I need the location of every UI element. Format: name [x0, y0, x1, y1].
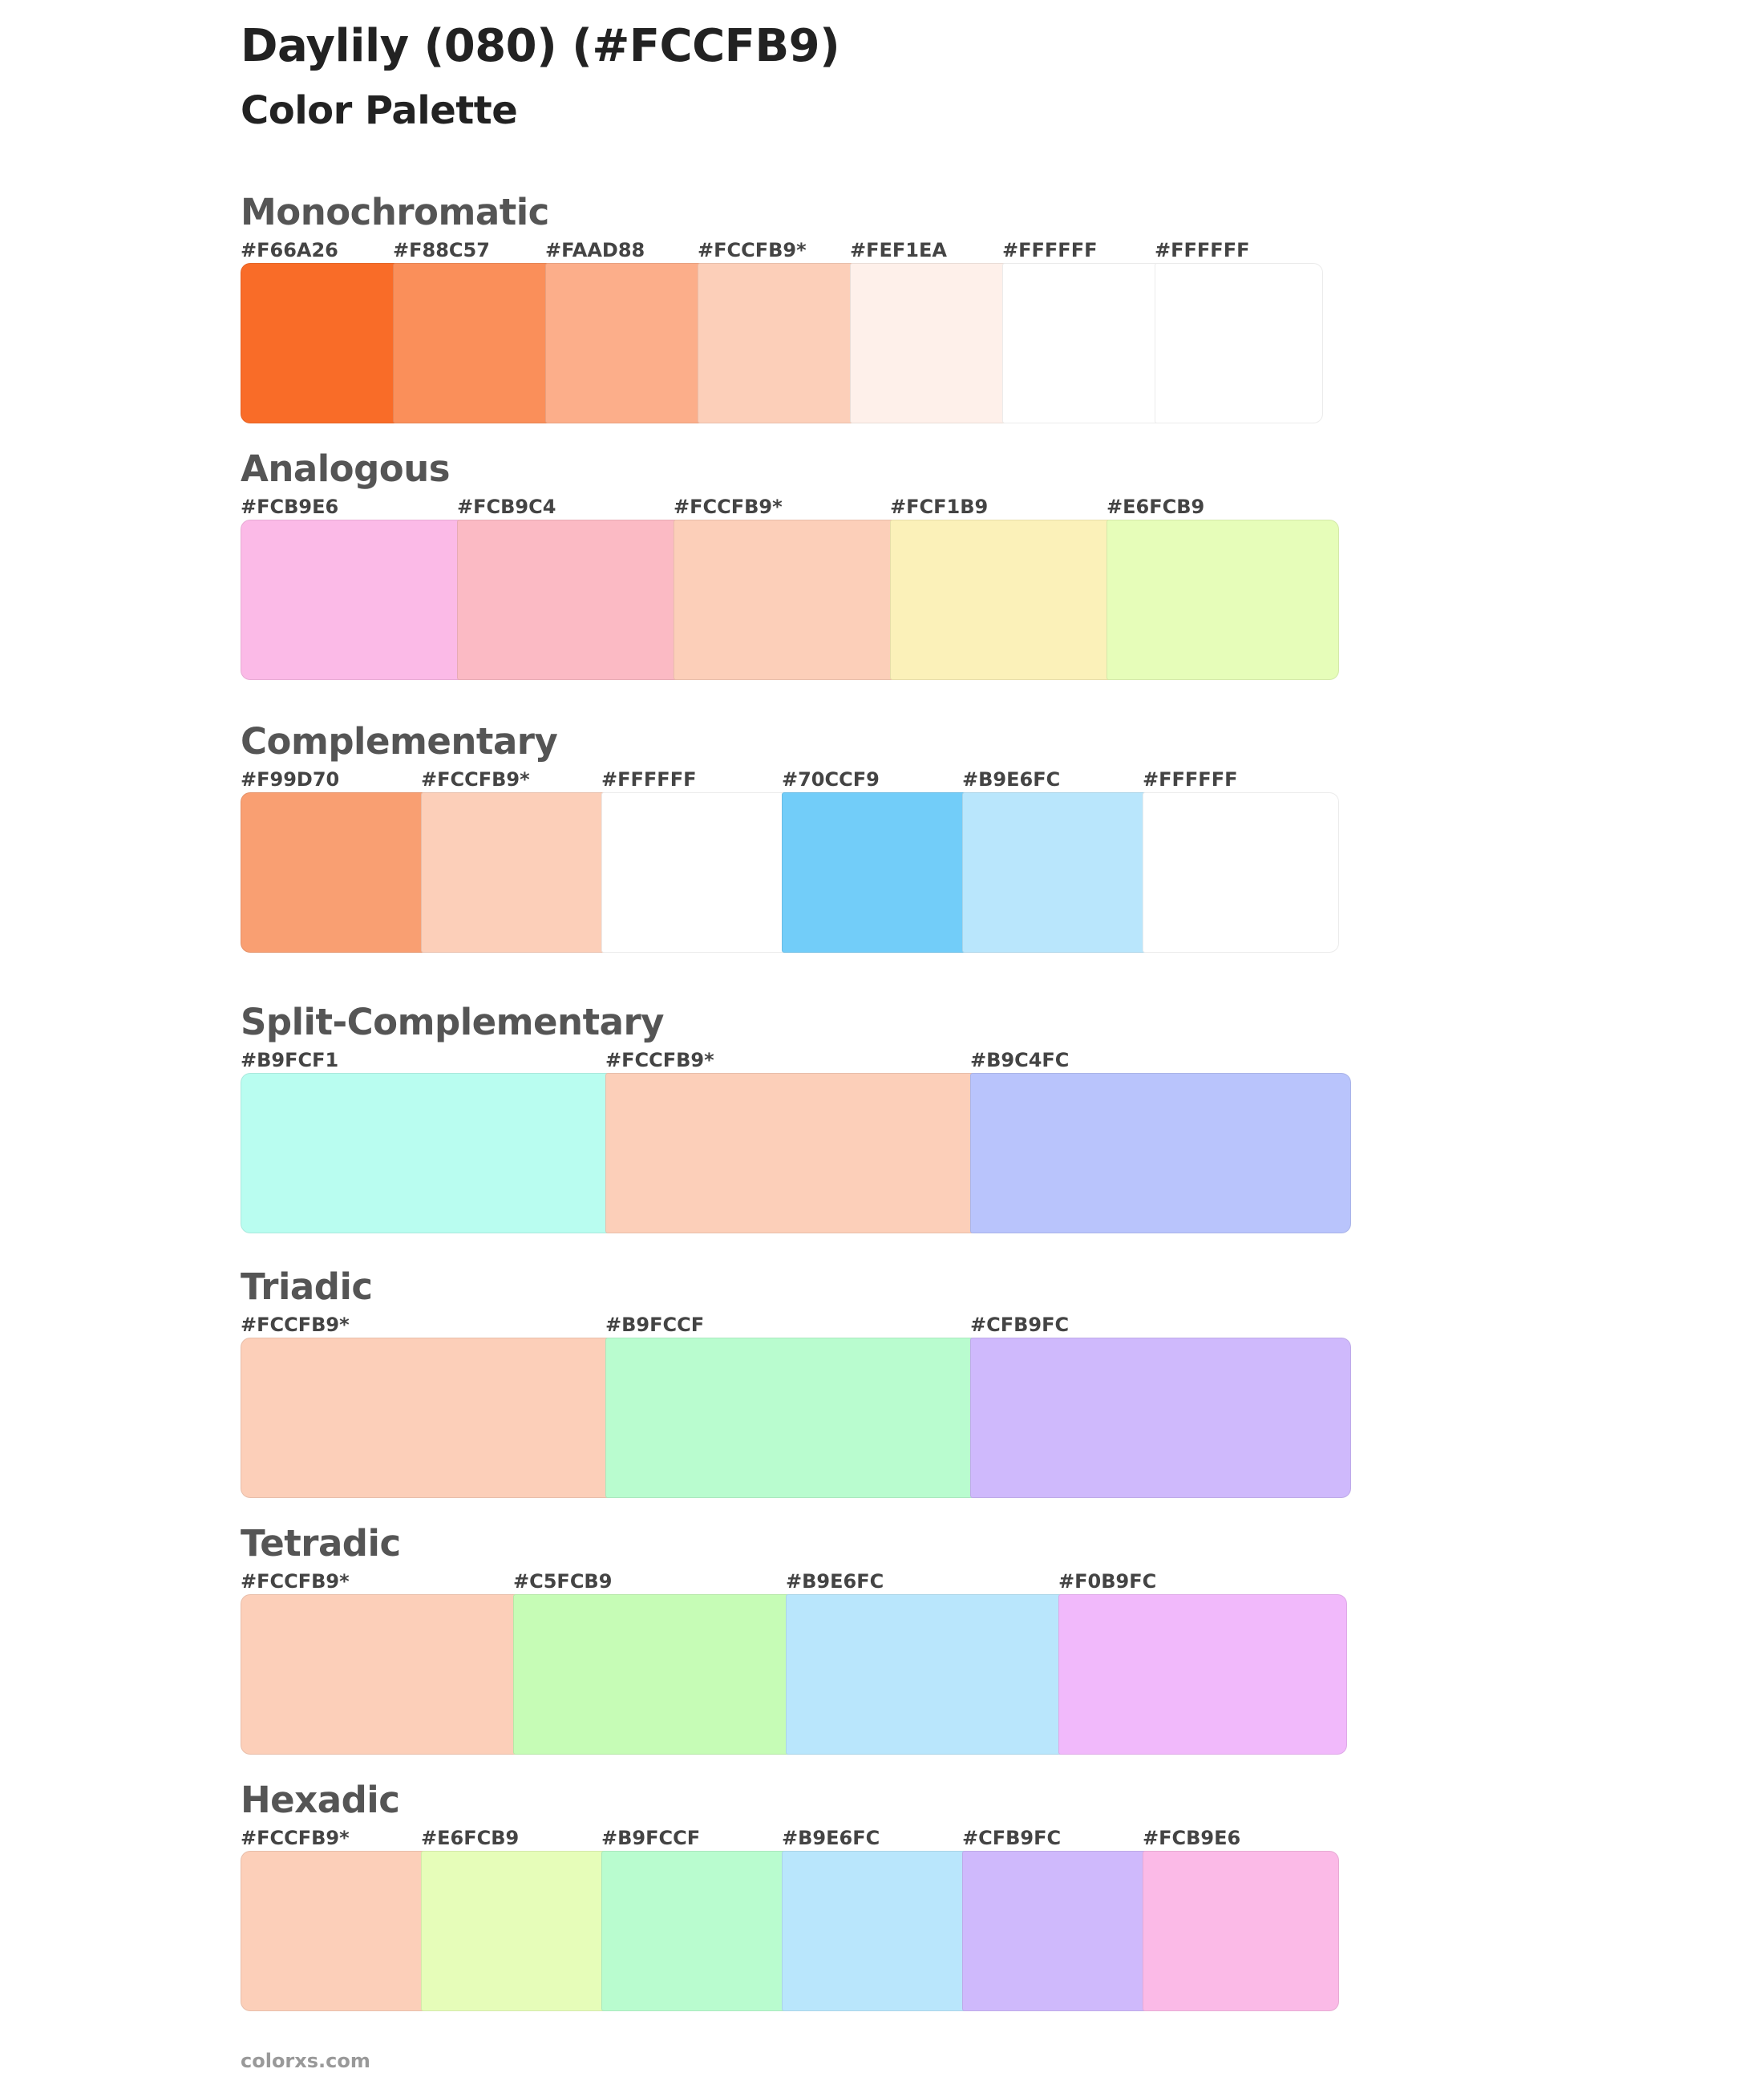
swatch-hex-label: #FCB9C4: [457, 496, 556, 518]
swatch-hex-label: #B9C4FC: [970, 1049, 1070, 1071]
swatch-color-box[interactable]: [601, 792, 788, 953]
swatch-color-box[interactable]: [545, 263, 704, 423]
swatch-color-box[interactable]: [890, 520, 1113, 680]
swatch-color-box[interactable]: [421, 792, 608, 953]
section-heading: Split-Complementary: [241, 1001, 665, 1043]
swatch-hex-label: #F99D70: [241, 768, 340, 791]
swatch-hex-label: #B9FCF1: [241, 1049, 339, 1071]
section-heading: Analogous: [241, 447, 451, 490]
swatch-color-box[interactable]: [962, 1851, 1149, 2011]
swatch-color-box[interactable]: [1155, 263, 1323, 423]
swatch-hex-label: #FEF1EA: [850, 239, 947, 261]
swatch-color-box[interactable]: [241, 1851, 427, 2011]
swatch-color-box[interactable]: [605, 1338, 977, 1498]
section-heading: Hexadic: [241, 1779, 400, 1821]
page-title: Daylily (080) (#FCCFB9): [241, 20, 840, 72]
swatch-hex-label: #B9E6FC: [962, 768, 1061, 791]
swatch-hex-label: #E6FCB9: [421, 1827, 520, 1849]
swatch-color-box[interactable]: [1002, 263, 1161, 423]
swatch-hex-label: #FCCFB9*: [674, 496, 783, 518]
swatch-hex-label: #FCCFB9*: [605, 1049, 714, 1071]
swatch-color-box[interactable]: [970, 1073, 1351, 1233]
swatch-color-box[interactable]: [241, 263, 399, 423]
swatch-hex-label: #B9E6FC: [786, 1570, 884, 1593]
swatch-color-box[interactable]: [393, 263, 552, 423]
swatch-hex-label: #B9FCCF: [605, 1314, 705, 1336]
swatch-hex-label: #F66A26: [241, 239, 338, 261]
swatch-hex-label: #F0B9FC: [1058, 1570, 1157, 1593]
swatch-hex-label: #FFFFFF: [601, 768, 697, 791]
swatch-color-box[interactable]: [786, 1594, 1065, 1755]
swatch-color-box[interactable]: [457, 520, 680, 680]
swatch-hex-label: #F88C57: [393, 239, 490, 261]
site-credit: colorxs.com: [241, 2050, 370, 2072]
swatch-hex-label: #CFB9FC: [970, 1314, 1070, 1336]
swatch-color-box[interactable]: [605, 1073, 977, 1233]
swatch-color-box[interactable]: [241, 520, 463, 680]
swatch-color-box[interactable]: [1058, 1594, 1347, 1755]
swatch-color-box[interactable]: [782, 1851, 969, 2011]
swatch-hex-label: #70CCF9: [782, 768, 880, 791]
swatch-hex-label: #B9E6FC: [782, 1827, 880, 1849]
section-heading: Monochromatic: [241, 191, 549, 233]
swatch-color-box[interactable]: [850, 263, 1009, 423]
swatch-hex-label: #FCCFB9*: [421, 768, 530, 791]
swatch-hex-label: #FCCFB9*: [698, 239, 807, 261]
swatch-hex-label: #FCCFB9*: [241, 1827, 350, 1849]
section-heading: Tetradic: [241, 1522, 401, 1565]
swatch-hex-label: #CFB9FC: [962, 1827, 1062, 1849]
swatch-color-box[interactable]: [1107, 520, 1339, 680]
swatch-hex-label: #FCB9E6: [241, 496, 339, 518]
swatch-color-box[interactable]: [241, 1073, 612, 1233]
swatch-color-box[interactable]: [1143, 792, 1339, 953]
swatch-color-box[interactable]: [962, 792, 1149, 953]
swatch-color-box[interactable]: [782, 792, 969, 953]
swatch-color-box[interactable]: [513, 1594, 792, 1755]
swatch-hex-label: #C5FCB9: [513, 1570, 613, 1593]
section-heading: Complementary: [241, 720, 558, 763]
swatch-hex-label: #FCCFB9*: [241, 1570, 350, 1593]
page-subtitle: Color Palette: [241, 88, 518, 133]
swatch-color-box[interactable]: [241, 792, 427, 953]
swatch-hex-label: #E6FCB9: [1107, 496, 1205, 518]
swatch-hex-label: #FAAD88: [545, 239, 645, 261]
swatch-color-box[interactable]: [674, 520, 896, 680]
swatch-color-box[interactable]: [241, 1594, 520, 1755]
section-heading: Triadic: [241, 1265, 373, 1308]
swatch-hex-label: #FFFFFF: [1002, 239, 1098, 261]
swatch-hex-label: #B9FCCF: [601, 1827, 701, 1849]
swatch-color-box[interactable]: [1143, 1851, 1339, 2011]
swatch-color-box[interactable]: [601, 1851, 788, 2011]
swatch-hex-label: #FFFFFF: [1143, 768, 1238, 791]
swatch-hex-label: #FCF1B9: [890, 496, 989, 518]
swatch-hex-label: #FCCFB9*: [241, 1314, 350, 1336]
swatch-hex-label: #FCB9E6: [1143, 1827, 1241, 1849]
swatch-color-box[interactable]: [698, 263, 856, 423]
swatch-color-box[interactable]: [421, 1851, 608, 2011]
swatch-color-box[interactable]: [241, 1338, 612, 1498]
swatch-hex-label: #FFFFFF: [1155, 239, 1250, 261]
palette-page: Daylily (080) (#FCCFB9) Color Palette Mo…: [241, 0, 1764, 2085]
swatch-color-box[interactable]: [970, 1338, 1351, 1498]
